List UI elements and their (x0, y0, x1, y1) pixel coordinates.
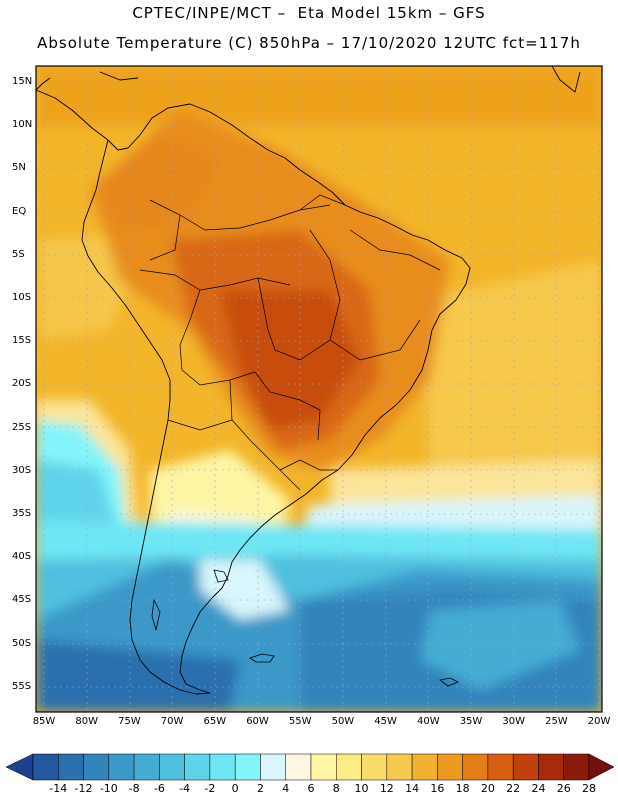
colorbar-swatch (487, 753, 514, 781)
lon-label: 25W (545, 716, 568, 727)
colorbar-label: -6 (153, 782, 165, 795)
colorbar-swatch (462, 753, 489, 781)
colorbar (5, 753, 615, 781)
lat-label: 15N (12, 76, 33, 87)
lat-label: 15S (12, 335, 32, 347)
lat-label: 5S (12, 248, 25, 260)
colorbar-arrow-low (5, 753, 34, 781)
colorbar-swatch (184, 753, 211, 781)
lat-label: 20S (12, 378, 32, 390)
lat-label: 55S (12, 680, 32, 692)
colorbar-label: -14 (49, 782, 68, 795)
colorbar-label: -4 (179, 782, 191, 795)
colorbar-swatch (32, 753, 59, 781)
colorbar-label: -12 (74, 782, 93, 795)
colorbar-label: 28 (582, 782, 596, 795)
colorbar-label: 20 (480, 782, 495, 795)
colorbar-arrow-high (588, 753, 615, 781)
colorbar-label: 16 (430, 782, 445, 795)
colorbar-label: 22 (506, 782, 521, 795)
colorbar-swatch (512, 753, 539, 781)
lon-label: 85W (32, 716, 56, 727)
colorbar-label: 18 (455, 782, 470, 795)
colorbar-label: 10 (354, 782, 369, 795)
lon-label: 20W (587, 716, 611, 727)
colorbar-swatch (437, 753, 463, 781)
colorbar-swatch (209, 753, 236, 781)
colorbar-label: -8 (128, 782, 140, 795)
colorbar-swatch (83, 753, 110, 781)
colorbar-swatch (310, 753, 337, 781)
map-title: CPTEC/INPE/MCT – Eta Model 15km – GFS (132, 4, 486, 22)
colorbar-swatch (260, 753, 286, 781)
colorbar-swatch (538, 753, 564, 781)
colorbar-label: 26 (556, 782, 571, 795)
colorbar-swatch (234, 753, 261, 781)
lat-label: 10S (12, 292, 32, 303)
lat-label: 35S (12, 508, 32, 519)
lon-label: 40W (416, 716, 440, 727)
colorbar-label: 4 (282, 782, 290, 795)
colorbar-label: 24 (531, 782, 546, 795)
lon-label: 70W (160, 716, 184, 727)
lon-label: 55W (288, 716, 312, 727)
lat-label: 40S (12, 551, 32, 563)
lon-label: 45W (374, 716, 397, 727)
colorbar-swatch (336, 753, 362, 781)
islands (151, 569, 459, 687)
map-frame (35, 65, 603, 713)
colorbar-label: 8 (332, 782, 340, 795)
colorbar-label: 6 (307, 782, 315, 795)
lat-label: 25S (12, 421, 32, 433)
colorbar-swatch (411, 753, 438, 781)
colorbar-swatch (58, 753, 84, 781)
colorbar-label: 14 (405, 782, 420, 795)
lat-label: 5N (12, 162, 26, 174)
colorbar-swatch (361, 753, 388, 781)
lat-label: EQ (12, 205, 27, 217)
colorbar-swatch (563, 753, 590, 781)
lon-label: 30W (502, 716, 525, 727)
lon-label: 75W (118, 716, 141, 727)
colorbar-label: -2 (204, 782, 216, 795)
lon-label: 50W (331, 716, 355, 727)
colorbar-label: -10 (99, 782, 118, 795)
lat-label: 50S (12, 637, 32, 649)
temperature-field (36, 66, 602, 712)
colorbar-label: 0 (231, 782, 239, 795)
colorbar-swatch (386, 753, 413, 781)
lon-label: 80W (75, 716, 98, 727)
colorbar-swatch (133, 753, 160, 781)
colorbar-label: 12 (379, 782, 394, 795)
lat-label: 30S (12, 464, 32, 476)
map-subtitle: Absolute Temperature (C) 850hPa – 17/10/… (37, 34, 581, 52)
lat-label: 45S (12, 594, 32, 606)
lat-label: 10N (12, 119, 33, 131)
lon-label: 35W (459, 716, 483, 727)
colorbar-swatch (108, 753, 135, 781)
colorbar-swatch (285, 753, 312, 781)
lon-label: 60W (246, 716, 269, 727)
country-borders (139, 194, 441, 491)
colorbar-label: 2 (256, 782, 264, 795)
lon-label: 65W (203, 716, 227, 727)
colorbar-swatch (159, 753, 185, 781)
